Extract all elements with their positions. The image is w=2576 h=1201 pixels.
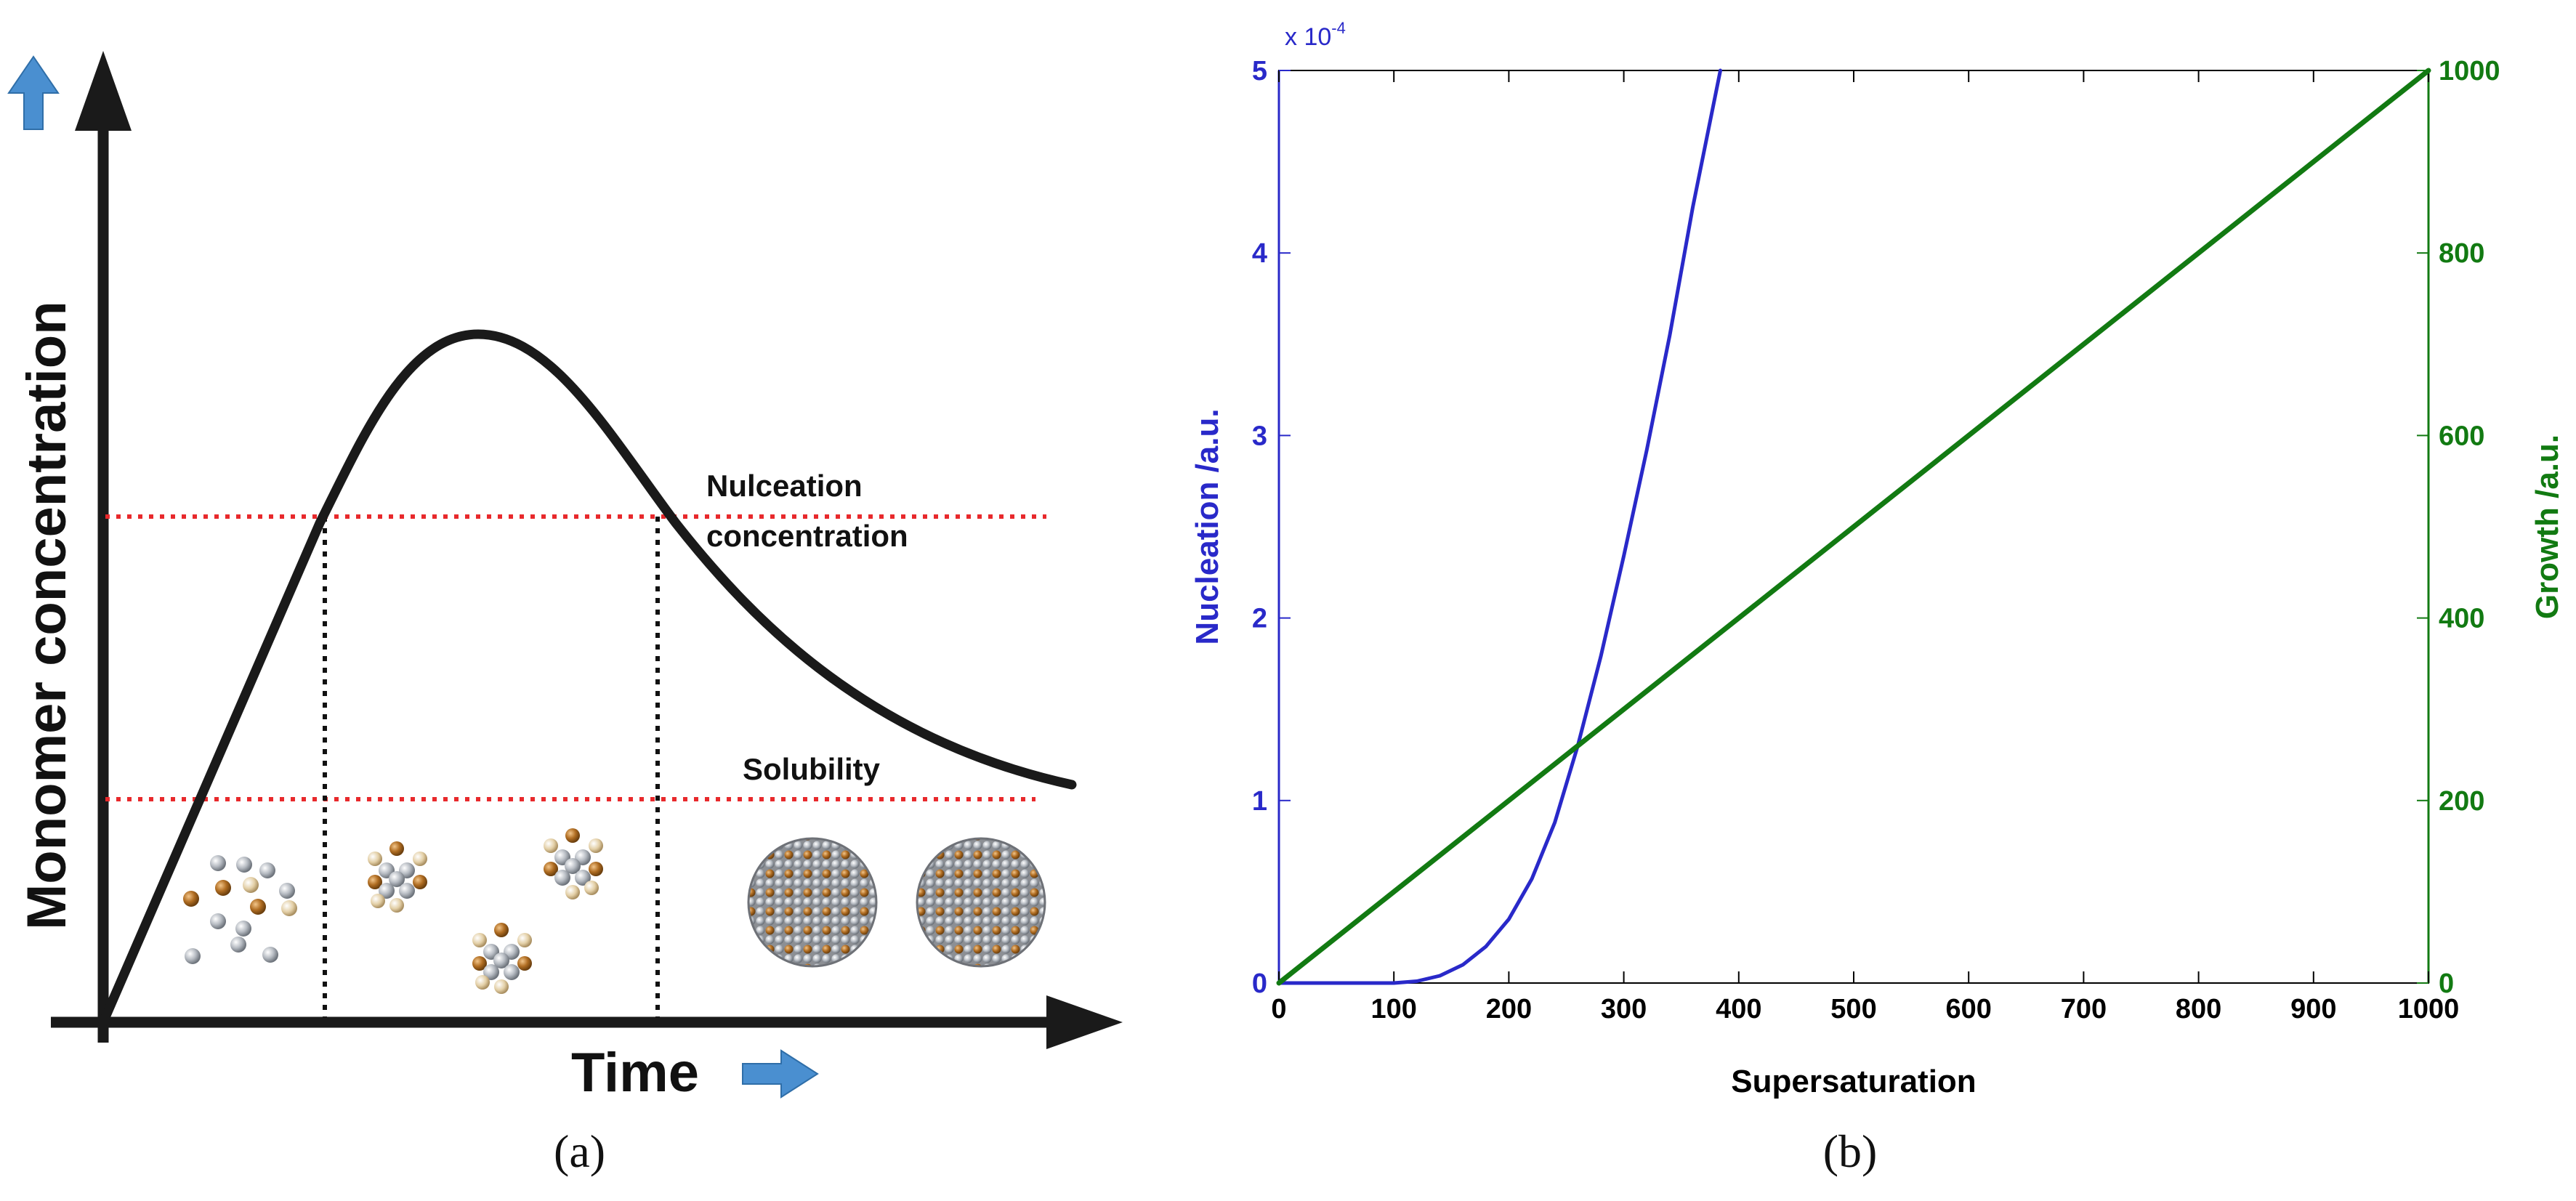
- x-tick-label: 1000: [2398, 994, 2460, 1024]
- panel-a-caption: (a): [554, 1125, 605, 1177]
- x-tick-label: 0: [1271, 994, 1286, 1024]
- right-y-tick-label: 0: [2439, 969, 2454, 999]
- left-y-multiplier-base: x 10: [1285, 23, 1331, 51]
- left-y-tick-label: 1: [1252, 786, 1267, 817]
- panel-b: 0 100 200 300 400 500 600 700 800 900 1000 012345 …: [1190, 19, 2565, 1177]
- left-y-ticks: 0 1 2 3 4 5: [1252, 56, 1291, 999]
- nucleation-series-line: [1277, 68, 1722, 985]
- monomer-concentration-curve: [98, 329, 1077, 1027]
- x-tick-label: 600: [1945, 994, 1991, 1024]
- nanoparticle-1: [747, 837, 878, 968]
- nucleation-label-line1: Nulceation: [706, 469, 863, 503]
- x-tick-label: 500: [1830, 994, 1876, 1024]
- left-y-tick-label: 4: [1252, 238, 1267, 269]
- left-y-tick-label: 0: [1252, 969, 1267, 999]
- left-y-tick-label: 3: [1252, 421, 1267, 451]
- nucleus-cluster-2: [544, 828, 603, 899]
- left-y-multiplier: x 10-4: [1285, 19, 1346, 51]
- x-tick-label: 300: [1601, 994, 1647, 1024]
- x-tick-label: 200: [1486, 994, 1532, 1024]
- right-y-tick-label: 200: [2439, 786, 2484, 817]
- monomers-illustration: [183, 855, 297, 964]
- growth-series-line: [1276, 68, 2431, 986]
- nanoparticle-2: [916, 837, 1046, 968]
- panel-b-caption: (b): [1823, 1125, 1878, 1177]
- x-ticks: 0 100 200 300 400 500 600 700 800 900 1000: [1271, 70, 2459, 1024]
- panel-b-left-y-axis-label: Nucleation /a.u.: [1190, 408, 1225, 644]
- left-y-tick-label: 5: [1252, 56, 1267, 86]
- solubility-label: Solubility: [743, 752, 881, 786]
- x-tick-label: 400: [1716, 994, 1761, 1024]
- x-axis-direction-arrow-icon: [742, 1049, 819, 1099]
- x-tick-label: 800: [2176, 994, 2221, 1024]
- nucleation-label-line2: concentration: [706, 519, 908, 553]
- nucleus-cluster-1: [368, 841, 427, 913]
- series-layer: [1276, 68, 2431, 986]
- panel-b-x-axis-label: Supersaturation: [1731, 1064, 1976, 1099]
- panel-a-x-axis-arrowhead: [1046, 995, 1123, 1049]
- y-axis-direction-arrow-icon: [7, 55, 60, 130]
- x-tick-label: 700: [2061, 994, 2107, 1024]
- x-tick-label: 900: [2290, 994, 2336, 1024]
- panel-b-right-y-axis-label: Growth /a.u.: [2529, 434, 2565, 619]
- panel-a: Nulceation concentration Solubility Mono…: [7, 51, 1123, 1177]
- right-y-ticks: 0 200 400 600 800 1000: [2417, 56, 2500, 999]
- panel-a-x-axis-label: Time: [571, 1042, 699, 1104]
- panel-a-y-axis-arrowhead: [75, 51, 132, 131]
- left-y-tick-label: 2: [1252, 604, 1267, 634]
- x-tick-label: 100: [1370, 994, 1416, 1024]
- right-y-tick-label: 800: [2439, 238, 2484, 269]
- right-y-tick-label: 1000: [2439, 56, 2500, 86]
- right-y-tick-label: 600: [2439, 421, 2484, 451]
- right-y-tick-label: 400: [2439, 604, 2484, 634]
- left-y-multiplier-exponent: -4: [1331, 19, 1346, 37]
- panel-a-y-axis-label: Monomer concentration: [16, 301, 78, 930]
- nucleus-cluster-3: [472, 923, 532, 994]
